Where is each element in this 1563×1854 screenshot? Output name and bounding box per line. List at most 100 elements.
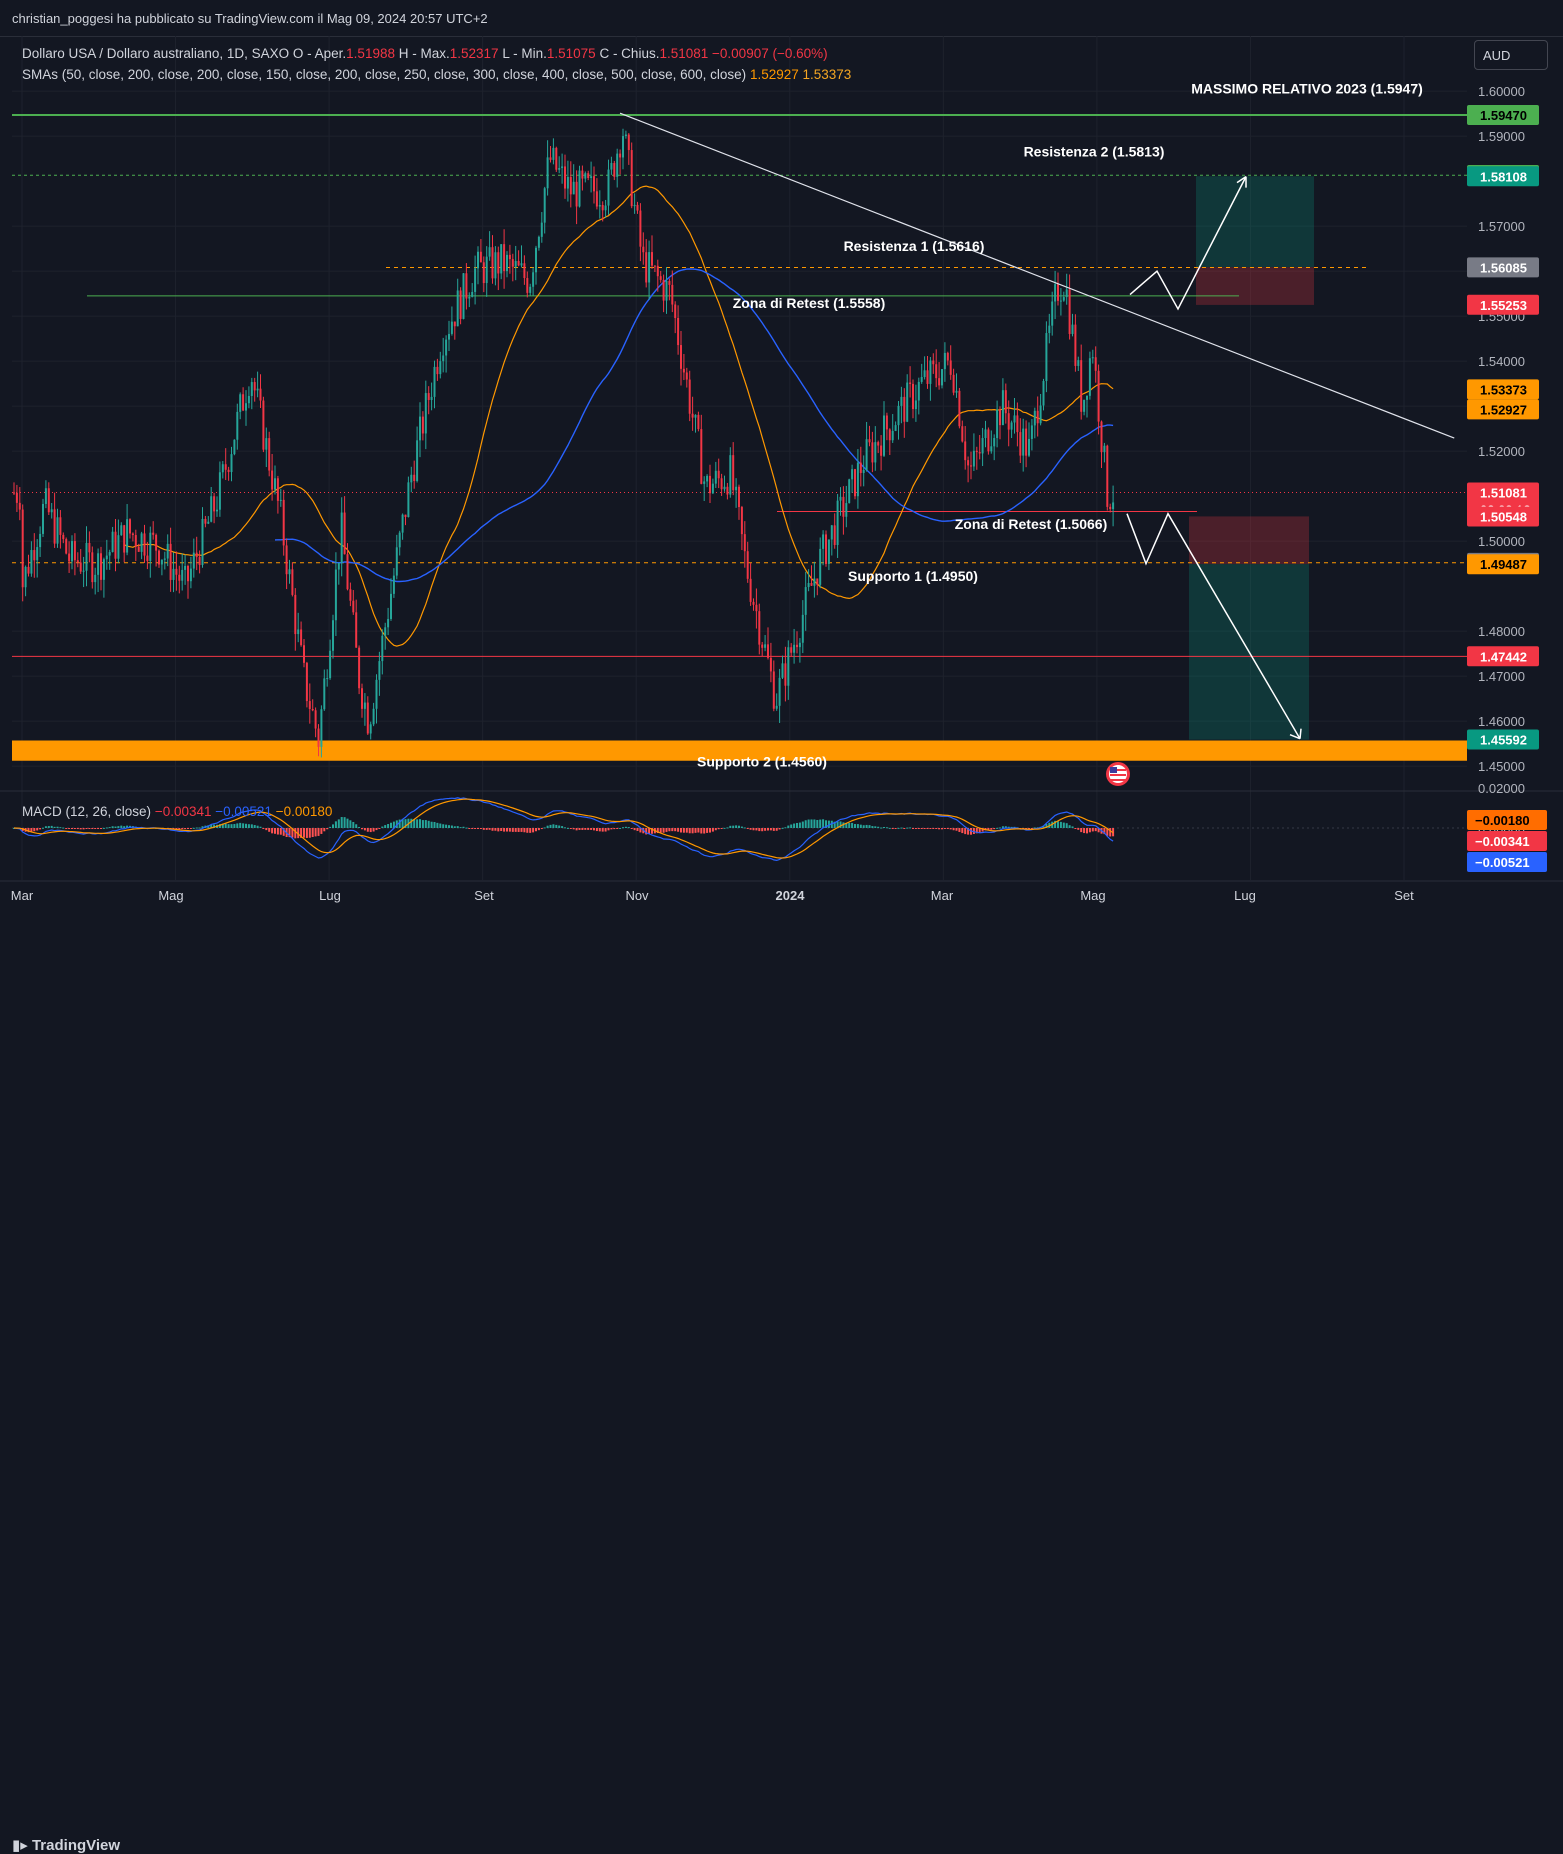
candle-body [465, 273, 468, 299]
candle-body [44, 488, 47, 504]
macd-histogram-bar [442, 824, 445, 828]
candle-body [404, 514, 407, 518]
moving-averages [123, 185, 1114, 647]
candle-body [1103, 445, 1106, 453]
macd-histogram-bar [584, 828, 587, 830]
tradingview-logo[interactable]: ▮▸ TradingView [12, 1836, 120, 1854]
macd-histogram-bar [784, 827, 787, 829]
price-badge [1467, 729, 1539, 750]
candle-body [216, 509, 218, 512]
macd-histogram-bar [421, 820, 424, 828]
candle-body [207, 521, 210, 524]
sma-label[interactable]: SMAs (50, close, 200, close, 200, close,… [22, 67, 747, 82]
macd-histogram-bar [854, 824, 856, 828]
macd-histogram-bar [384, 825, 387, 828]
macd-histogram-bar [239, 822, 242, 828]
macd-histogram-bar [723, 827, 726, 829]
candle-body [694, 414, 697, 418]
candle-body [416, 440, 419, 482]
candle-body [308, 701, 311, 709]
candle-body [288, 569, 291, 575]
candle-body [607, 169, 610, 206]
currency-button[interactable]: AUD [1474, 40, 1548, 70]
candle-body [482, 262, 485, 284]
macd-histogram-bar [674, 828, 677, 832]
macd-histogram-bar [987, 828, 990, 831]
candle-body [1004, 390, 1007, 414]
macd-histogram-bar [752, 828, 755, 831]
candle-body [749, 578, 752, 602]
macd-histogram-bar [572, 828, 575, 830]
macd-badge-label: −0.00180 [1475, 813, 1530, 828]
candle-body [955, 390, 958, 393]
macd-histogram-bar [250, 824, 253, 828]
macd-histogram-bar [761, 828, 764, 832]
macd-histogram-bar [946, 828, 949, 829]
macd-label[interactable]: MACD (12, 26, close) [22, 804, 152, 819]
price-tick-label: 1.60000 [1478, 84, 1525, 99]
macd-histogram-bar [297, 828, 300, 839]
macd-histogram-bar [488, 828, 491, 830]
price-tick-label: 1.50000 [1478, 534, 1525, 549]
macd-histogram-bar [274, 828, 276, 834]
macd-histogram-bar [819, 819, 822, 828]
candle-body [561, 166, 564, 169]
macd-histogram-bar [651, 828, 653, 834]
candle-body [758, 611, 761, 645]
macd-histogram-bar [593, 828, 595, 831]
candle-body [700, 429, 703, 484]
macd-histogram-bar [900, 827, 903, 829]
candle-body [85, 542, 88, 571]
price-axis[interactable]: 1.600001.590001.570001.560001.550001.540… [1467, 84, 1547, 872]
macd-histogram-bar [639, 828, 642, 833]
macd-histogram-bar [999, 827, 1001, 829]
macd-histogram-bar [1077, 828, 1080, 830]
symbol-name[interactable]: Dollaro USA / Dollaro australiano, 1D, S… [22, 46, 290, 61]
macd-histogram-bar [42, 827, 44, 829]
macd-histogram-bar [445, 824, 448, 828]
macd-histogram-bar [1091, 828, 1094, 832]
candle-body [349, 589, 352, 601]
macd-histogram-bar [566, 827, 569, 829]
macd-histogram-bar [323, 828, 326, 832]
macd-histogram-bar [801, 821, 804, 828]
macd-histogram-bar [506, 828, 508, 832]
macd-histogram-bar [668, 828, 671, 832]
candle-body [247, 396, 250, 404]
price-chart[interactable]: MASSIMO RELATIVO 2023 (1.5947) Resistenza… [0, 0, 1563, 956]
macd-histogram-bar [958, 828, 961, 832]
candle-body [59, 517, 62, 535]
candle-body [239, 394, 242, 412]
candle-body [413, 474, 416, 482]
macd-histogram-bar [604, 828, 607, 832]
macd-histogram-bar [73, 828, 76, 829]
macd-histogram-bar [877, 826, 880, 828]
candle-body [848, 479, 851, 504]
macd-histogram-bar [755, 828, 758, 831]
candle-body [552, 147, 555, 160]
candle-body [163, 558, 166, 560]
macd-histogram-bar [178, 828, 181, 830]
candle-body [511, 259, 514, 267]
candle-body [877, 442, 880, 446]
candle-body [578, 170, 581, 207]
short-stop-box [1189, 516, 1309, 565]
candle-body [259, 388, 262, 401]
time-axis[interactable]: Mar Mag Lug Set Nov 2024 Mar Mag Lug Set [11, 888, 1414, 903]
flag-canton [1110, 767, 1117, 773]
macd-histogram-bar [97, 828, 100, 829]
candle-body [1001, 390, 1004, 426]
candle-body [271, 470, 274, 490]
candle-body [830, 525, 833, 540]
candle-body [366, 702, 369, 734]
macd-badge-label: −0.00341 [1475, 834, 1530, 849]
macd-histogram-bar [833, 821, 836, 828]
us-flag-icon[interactable] [1106, 762, 1130, 786]
candle-body [155, 534, 158, 551]
candle-body [778, 677, 781, 706]
macd-histogram-bar [450, 825, 453, 828]
macd-histogram-bar [537, 828, 540, 831]
macd-histogram-bar [39, 828, 42, 830]
support-2-zone [12, 740, 1467, 761]
descending-trendline [619, 112, 1455, 439]
